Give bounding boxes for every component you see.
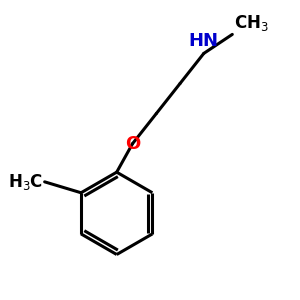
Text: O: O xyxy=(125,135,140,153)
Text: H$_3$C: H$_3$C xyxy=(8,172,43,192)
Text: CH$_3$: CH$_3$ xyxy=(234,13,269,33)
Text: HN: HN xyxy=(189,32,219,50)
